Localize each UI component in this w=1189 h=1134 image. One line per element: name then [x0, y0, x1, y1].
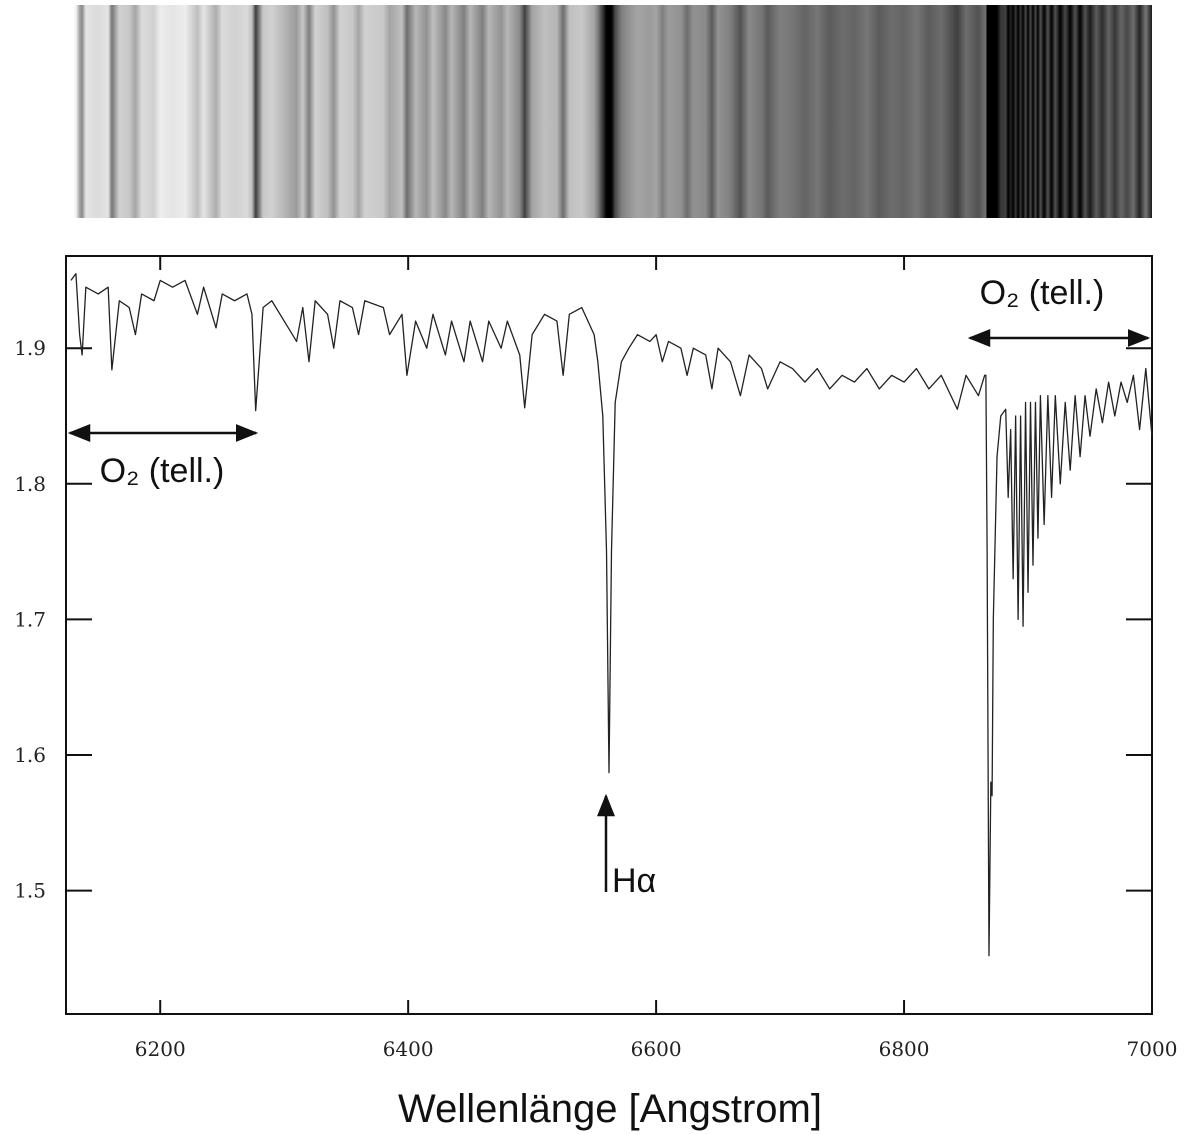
annotation: Hα	[612, 862, 656, 900]
plot-frame	[65, 255, 1153, 1015]
y-tick-label: 1.7	[14, 607, 46, 631]
y-tick-label: 1.6	[14, 743, 46, 767]
x-tick-label: 6400	[383, 1037, 434, 1061]
y-tick-label: 1.9	[14, 336, 46, 360]
x-axis-label: Wellenlänge [Angstrom]	[398, 1087, 822, 1131]
spectrum-strip	[74, 5, 1152, 218]
annotation: O₂ (tell.)	[100, 452, 225, 490]
x-tick-label: 6200	[135, 1037, 186, 1061]
spectrum-line	[70, 272, 1153, 957]
x-tick-label: 7000	[1127, 1037, 1178, 1061]
x-tick-label: 6800	[879, 1037, 930, 1061]
annotation: O₂ (tell.)	[980, 274, 1105, 312]
y-tick-label: 1.5	[14, 879, 46, 903]
y-tick-label: 1.8	[14, 472, 46, 496]
x-tick-label: 6600	[631, 1037, 682, 1061]
